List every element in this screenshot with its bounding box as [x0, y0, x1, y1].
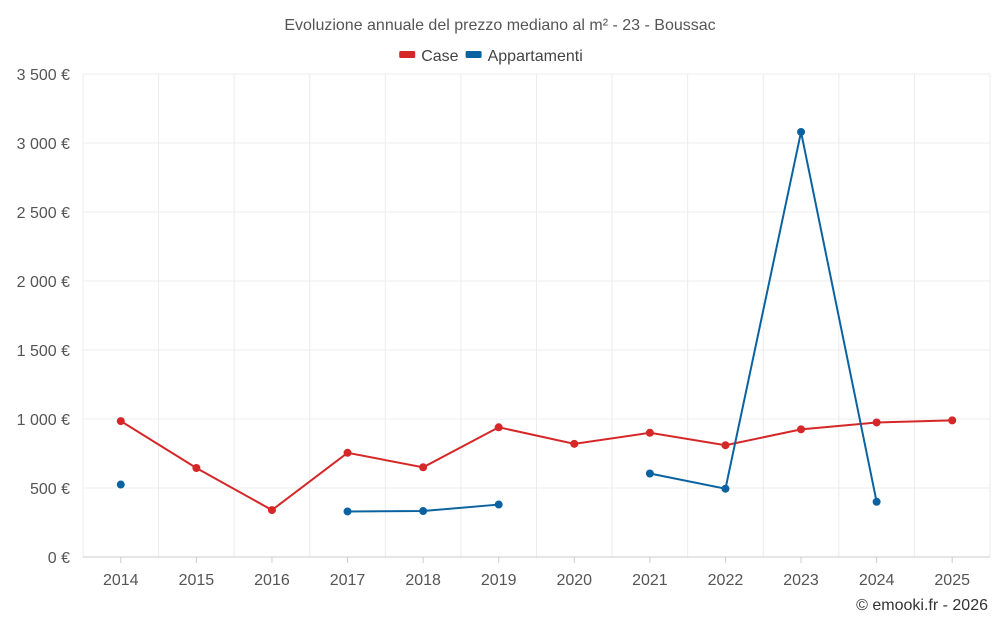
x-tick-label: 2020 [556, 572, 592, 589]
data-point[interactable] [872, 418, 881, 427]
y-tick-label: 500 € [30, 481, 70, 498]
chart-title: Evoluzione annuale del prezzo mediano al… [284, 17, 715, 34]
series-line [120, 419, 953, 512]
y-tick-label: 1 000 € [17, 412, 70, 429]
series-line [649, 131, 878, 503]
y-tick-label: 2 000 € [17, 274, 70, 291]
data-point[interactable] [948, 416, 957, 425]
x-tick-label: 2015 [179, 572, 215, 589]
x-tick-label: 2014 [103, 572, 139, 589]
data-point[interactable] [645, 469, 654, 478]
x-tick-label: 2021 [632, 572, 668, 589]
data-point[interactable] [116, 417, 125, 426]
y-tick-label: 0 € [48, 550, 70, 567]
data-point[interactable] [721, 441, 730, 450]
x-tick-label: 2025 [934, 572, 970, 589]
x-tick-label: 2022 [708, 572, 744, 589]
x-tick-label: 2016 [254, 572, 290, 589]
legend-label: Appartamenti [488, 48, 583, 65]
series-case [116, 416, 957, 515]
data-point[interactable] [343, 448, 352, 457]
data-point[interactable] [419, 463, 428, 472]
chart-credit: © emooki.fr - 2026 [856, 597, 988, 614]
data-point[interactable] [192, 463, 201, 472]
data-point[interactable] [267, 506, 276, 515]
data-point[interactable] [494, 423, 503, 432]
data-point[interactable] [645, 428, 654, 437]
legend-item-appartamenti[interactable]: Appartamenti [465, 48, 583, 65]
data-point[interactable] [419, 507, 428, 516]
legend[interactable]: Case Appartamenti [399, 48, 583, 65]
grid [82, 73, 991, 557]
x-tick-label: 2019 [481, 572, 517, 589]
y-tick-label: 3 500 € [17, 67, 70, 84]
x-tick-label: 2018 [405, 572, 441, 589]
y-tick-label: 3 000 € [17, 136, 70, 153]
data-point[interactable] [570, 439, 579, 448]
data-point[interactable] [872, 497, 881, 506]
data-point[interactable] [343, 507, 352, 516]
legend-item-case[interactable]: Case [399, 48, 459, 65]
series [116, 127, 957, 516]
data-point[interactable] [116, 480, 125, 489]
x-tick-label: 2017 [330, 572, 366, 589]
y-tick-label: 2 500 € [17, 205, 70, 222]
x-tick-label: 2024 [859, 572, 895, 589]
x-tick-label: 2023 [783, 572, 819, 589]
series-appartamenti [116, 127, 881, 516]
y-tick-label: 1 500 € [17, 343, 70, 360]
legend-swatch [465, 51, 482, 58]
legend-label: Case [421, 48, 458, 65]
data-point[interactable] [797, 127, 806, 136]
data-point[interactable] [797, 425, 806, 434]
axes: 0 € 500 € 1 000 € 1 500 € 2 000 € 2 500 € 3 00… [17, 67, 990, 589]
data-point[interactable] [494, 500, 503, 509]
legend-swatch [399, 51, 416, 58]
data-point[interactable] [721, 484, 730, 493]
